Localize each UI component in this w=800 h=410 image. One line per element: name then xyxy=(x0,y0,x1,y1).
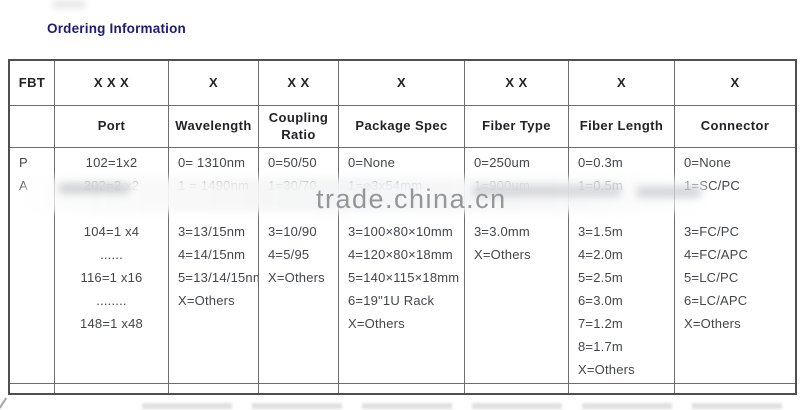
footer-cell xyxy=(259,384,339,393)
body-line: 0=None xyxy=(684,155,732,170)
body-cell-coupling-ratio: 0=50/501=30/703=10/904=5/95X=Others xyxy=(259,148,339,384)
header-cell-connector: Connector xyxy=(675,106,795,148)
body-line: 3=1.5m xyxy=(578,224,623,239)
code-cell-fiber-length: X xyxy=(569,61,675,106)
watermark-blur-band xyxy=(20,178,710,212)
code-cell-wavelength: X xyxy=(169,61,259,106)
watermark-smudge-top xyxy=(52,0,86,9)
code-cell-port: X X X xyxy=(55,61,169,106)
body-line: X=Others xyxy=(178,293,235,308)
body-line: 5=13/14/15nm xyxy=(178,270,259,285)
body-line: 3=100×80×10mm xyxy=(348,224,453,239)
footer-cell xyxy=(55,384,169,393)
body-line: 0=0.3m xyxy=(578,155,623,170)
body-line: 4=2.0m xyxy=(578,247,623,262)
header-cell-coupling-ratio: Coupling Ratio xyxy=(259,106,339,148)
header-cell-fiber-type: Fiber Type xyxy=(465,106,569,148)
body-line: 104=1 x4 xyxy=(83,224,140,239)
watermark-text: trade.china.cn xyxy=(316,184,507,214)
body-line: ...... xyxy=(100,247,123,262)
body-line: 4=5/95 xyxy=(268,247,310,262)
body-line: 5=2.5m xyxy=(578,270,623,285)
body-line: P xyxy=(19,155,28,170)
body-line: 0=250um xyxy=(474,155,530,170)
footer-cell xyxy=(10,384,55,393)
body-line: 0=50/50 xyxy=(268,155,317,170)
body-line: 6=LC/APC xyxy=(684,293,748,308)
body-line: 3=13/15nm xyxy=(178,224,246,239)
body-line: 0= 1310nm xyxy=(178,155,246,170)
code-cell-connector: X xyxy=(675,61,795,106)
code-cell-package-spec: X xyxy=(339,61,465,106)
body-line: 116=1 x16 xyxy=(80,270,143,285)
footer-cell xyxy=(339,384,465,393)
body-line: X=Others xyxy=(348,316,405,331)
body-line: 4=120×80×18mm xyxy=(348,247,453,262)
body-line: 4=FC/APC xyxy=(684,247,749,262)
body-line: X=Others xyxy=(474,247,531,262)
body-line: 0=None xyxy=(348,155,396,170)
body-line: 3=3.0mm xyxy=(474,224,530,239)
body-line: 4=14/15nm xyxy=(178,247,246,262)
code-cell-fbt: FBT xyxy=(10,61,55,106)
header-cell-port: Port xyxy=(55,106,169,148)
ordering-information-table: FBT X X X X X X X X X X X Port Wavelengt… xyxy=(8,59,797,395)
body-line: ........ xyxy=(96,293,127,308)
body-line: 148=1 x48 xyxy=(80,316,143,331)
body-line: 8=1.7m xyxy=(578,339,623,354)
code-cell-fiber-type: X X xyxy=(465,61,569,106)
watermark-smudge xyxy=(472,185,622,197)
bottom-watermark-remnant xyxy=(142,403,794,409)
body-line: 7=1.2m xyxy=(578,316,623,331)
header-cell-blank xyxy=(10,106,55,148)
body-line: 102=1x2 xyxy=(85,155,138,170)
header-cell-wavelength: Wavelength xyxy=(169,106,259,148)
footer-cell xyxy=(465,384,569,393)
page-title: Ordering Information xyxy=(47,21,186,36)
body-line: 6=3.0m xyxy=(578,293,623,308)
footer-cell xyxy=(169,384,259,393)
body-line: X=Others xyxy=(684,316,741,331)
body-line: X=Others xyxy=(268,270,325,285)
code-cell-coupling-ratio: X X xyxy=(259,61,339,106)
body-line: 5=LC/PC xyxy=(684,270,739,285)
watermark-smudge xyxy=(636,186,702,198)
body-line: 3=10/90 xyxy=(268,224,317,239)
pen-mark xyxy=(0,397,8,409)
header-cell-package-spec: Package Spec xyxy=(339,106,465,148)
footer-cell xyxy=(569,384,675,393)
header-cell-fiber-length: Fiber Length xyxy=(569,106,675,148)
body-line: 6=19"1U Rack xyxy=(348,293,435,308)
body-line: 3=FC/PC xyxy=(684,224,740,239)
body-line: X=Others xyxy=(578,362,635,377)
watermark-smudge xyxy=(58,183,130,194)
body-line: 5=140×115×18mm xyxy=(348,270,460,285)
footer-cell xyxy=(675,384,795,393)
